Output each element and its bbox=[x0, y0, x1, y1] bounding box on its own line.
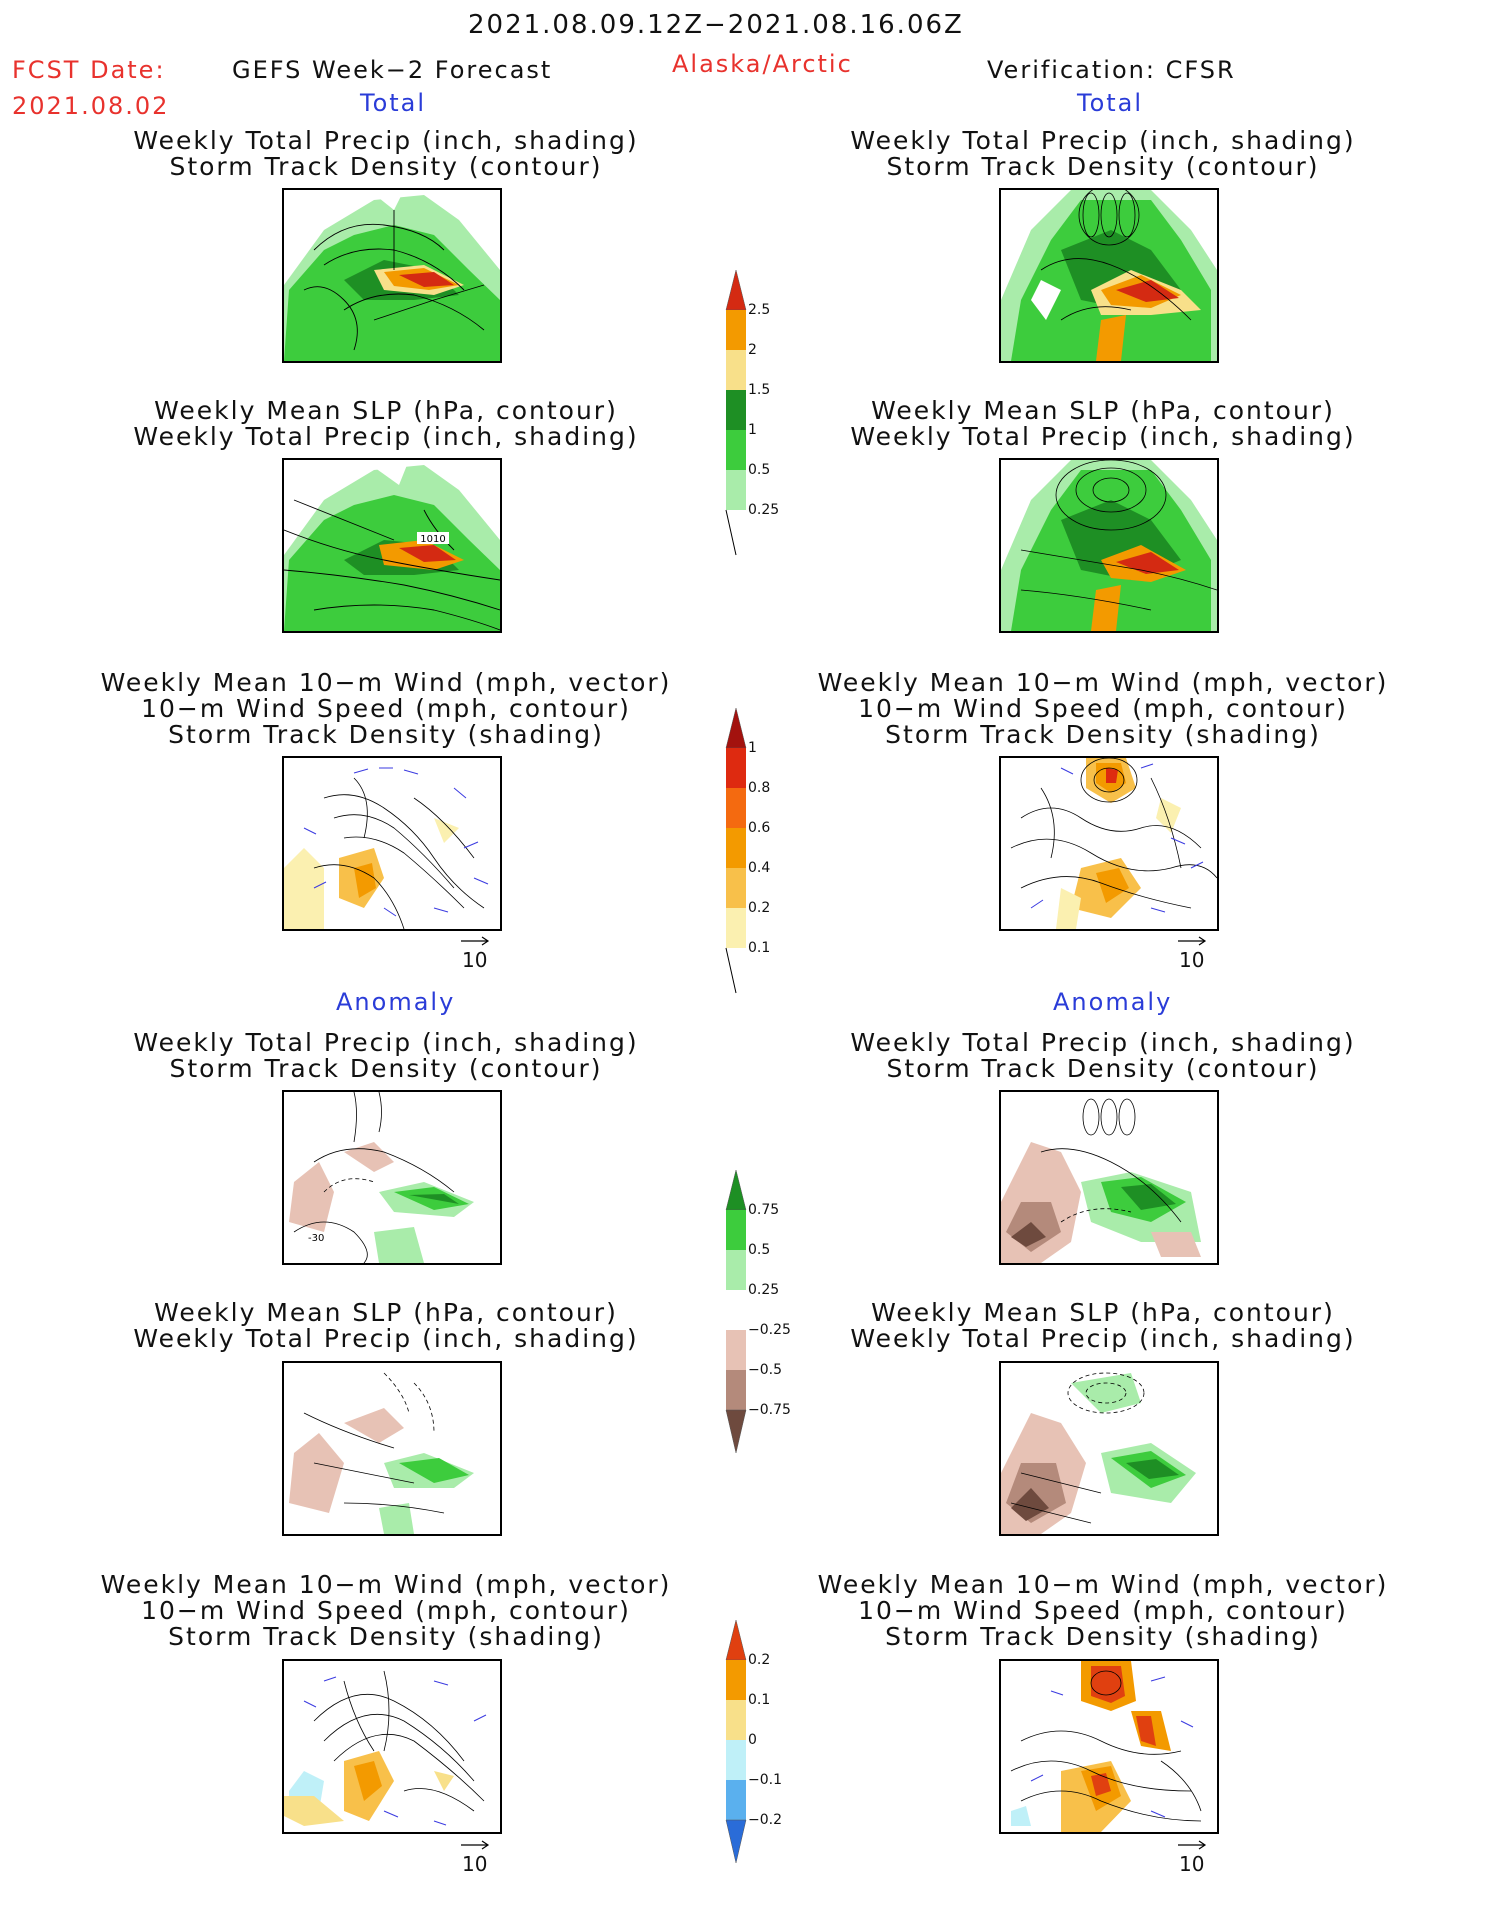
title-line: 10−m Wind Speed (mph, contour) bbox=[141, 1596, 631, 1625]
map-anomaly-wind-cfsr bbox=[999, 1659, 1219, 1834]
wind-reference-value: 10 bbox=[1179, 948, 1205, 972]
map-anomaly-slp-precip-cfsr bbox=[999, 1361, 1219, 1536]
title-line: Weekly Mean SLP (hPa, contour) bbox=[154, 396, 618, 425]
map-total-wind-cfsr bbox=[999, 756, 1219, 931]
fcst-date-value: 2021.08.02 bbox=[12, 92, 170, 120]
product-title: GEFS Week−2 Forecast bbox=[232, 56, 553, 84]
cbar-label: 0.75 bbox=[748, 1202, 780, 1218]
panel-title-l1: Weekly Total Precip (inch, shading) Stor… bbox=[66, 128, 706, 180]
title-line: Weekly Mean SLP (hPa, contour) bbox=[871, 1298, 1335, 1327]
title-line: Storm Track Density (contour) bbox=[886, 1054, 1320, 1083]
title-line: Storm Track Density (contour) bbox=[169, 152, 603, 181]
cbar-label: −0.1 bbox=[748, 1772, 782, 1788]
wind-reference-value: 10 bbox=[462, 1852, 488, 1876]
cbar-label: 0.8 bbox=[748, 780, 771, 796]
panel-title-r1: Weekly Total Precip (inch, shading) Stor… bbox=[783, 128, 1423, 180]
title-line: Weekly Mean 10−m Wind (mph, vector) bbox=[817, 1570, 1389, 1599]
cbar-label: 1 bbox=[748, 740, 757, 756]
cbar-label: −0.5 bbox=[748, 1362, 782, 1378]
cbar-label: 2.5 bbox=[748, 302, 771, 318]
reference-arrow-icon bbox=[461, 1840, 490, 1850]
title-line: Storm Track Density (shading) bbox=[885, 720, 1321, 749]
panel-title-l3: Weekly Mean 10−m Wind (mph, vector) 10−m… bbox=[66, 670, 706, 748]
reference-arrow-icon bbox=[1178, 1840, 1207, 1850]
title-line: Weekly Total Precip (inch, shading) bbox=[850, 126, 1356, 155]
verification-title: Verification: CFSR bbox=[987, 56, 1236, 84]
reference-arrow-icon bbox=[461, 936, 490, 946]
wind-reference-r: 10 bbox=[1178, 936, 1207, 972]
map-anomaly-slp-precip-gefs bbox=[282, 1361, 502, 1536]
title-line: Weekly Mean 10−m Wind (mph, vector) bbox=[100, 1570, 672, 1599]
fcst-date-label: FCST Date: bbox=[12, 56, 166, 84]
map-total-wind-gefs bbox=[282, 756, 502, 931]
title-line: Weekly Total Precip (inch, shading) bbox=[133, 1028, 639, 1057]
panel-title-l6: Weekly Mean 10−m Wind (mph, vector) 10−m… bbox=[66, 1572, 706, 1650]
panel-title-l4: Weekly Total Precip (inch, shading) Stor… bbox=[66, 1030, 706, 1082]
map-anomaly-precip-track-gefs: -30 bbox=[282, 1090, 502, 1265]
cbar-label: 0.25 bbox=[748, 502, 780, 518]
map-total-slp-precip-gefs: 1010 bbox=[282, 458, 502, 633]
cbar-label: 0.2 bbox=[748, 1652, 771, 1668]
cbar-label: 0.5 bbox=[748, 1242, 771, 1258]
reference-arrow-icon bbox=[1178, 936, 1207, 946]
section-anomaly-right: Anomaly bbox=[1053, 988, 1173, 1016]
cbar-label: 0.6 bbox=[748, 820, 771, 836]
section-anomaly-left: Anomaly bbox=[336, 988, 456, 1016]
title-line: Storm Track Density (contour) bbox=[886, 152, 1320, 181]
wind-reference-value: 10 bbox=[462, 948, 488, 972]
cbar-label: 0.4 bbox=[748, 860, 771, 876]
panel-title-r4: Weekly Total Precip (inch, shading) Stor… bbox=[783, 1030, 1423, 1082]
period-title: 2021.08.09.12Z−2021.08.16.06Z bbox=[468, 10, 964, 40]
title-line: Weekly Mean SLP (hPa, contour) bbox=[871, 396, 1335, 425]
cbar-label: 0.2 bbox=[748, 900, 771, 916]
contour-label: 1010 bbox=[420, 534, 445, 545]
title-line: Storm Track Density (shading) bbox=[885, 1622, 1321, 1651]
title-line: Weekly Total Precip (inch, shading) bbox=[850, 1324, 1356, 1353]
panel-title-r2: Weekly Mean SLP (hPa, contour) Weekly To… bbox=[783, 398, 1423, 450]
cbar-label: −0.25 bbox=[748, 1322, 791, 1338]
title-line: Weekly Total Precip (inch, shading) bbox=[850, 1028, 1356, 1057]
title-line: Weekly Mean 10−m Wind (mph, vector) bbox=[817, 668, 1389, 697]
cbar-label: 0.5 bbox=[748, 462, 771, 478]
title-line: Weekly Total Precip (inch, shading) bbox=[133, 1324, 639, 1353]
title-line: Weekly Total Precip (inch, shading) bbox=[133, 126, 639, 155]
contour-label: -30 bbox=[308, 1233, 324, 1244]
map-total-precip-track-cfsr bbox=[999, 188, 1219, 363]
title-line: Storm Track Density (contour) bbox=[169, 1054, 603, 1083]
cbar-label: 0.1 bbox=[748, 940, 771, 956]
section-total-left: Total bbox=[360, 89, 427, 117]
section-total-right: Total bbox=[1077, 89, 1144, 117]
panel-title-r6: Weekly Mean 10−m Wind (mph, vector) 10−m… bbox=[783, 1572, 1423, 1650]
wind-reference-value: 10 bbox=[1179, 1852, 1205, 1876]
map-total-precip-track-gefs bbox=[282, 188, 502, 363]
map-anomaly-wind-gefs bbox=[282, 1659, 502, 1834]
title-line: Weekly Total Precip (inch, shading) bbox=[850, 422, 1356, 451]
region-title: Alaska/Arctic bbox=[672, 50, 853, 78]
cbar-label: −0.2 bbox=[748, 1812, 782, 1828]
title-line: 10−m Wind Speed (mph, contour) bbox=[858, 694, 1348, 723]
wind-reference-l: 10 bbox=[461, 936, 490, 972]
cbar-label: −0.75 bbox=[748, 1402, 791, 1418]
cbar-label: 1.5 bbox=[748, 382, 771, 398]
map-total-slp-precip-cfsr bbox=[999, 458, 1219, 633]
panel-title-r3: Weekly Mean 10−m Wind (mph, vector) 10−m… bbox=[783, 670, 1423, 748]
title-line: Weekly Mean SLP (hPa, contour) bbox=[154, 1298, 618, 1327]
wind-reference-r-anom: 10 bbox=[1178, 1840, 1207, 1876]
title-line: 10−m Wind Speed (mph, contour) bbox=[141, 694, 631, 723]
title-line: Weekly Mean 10−m Wind (mph, vector) bbox=[100, 668, 672, 697]
title-line: Weekly Total Precip (inch, shading) bbox=[133, 422, 639, 451]
cbar-label: 1 bbox=[748, 422, 757, 438]
panel-title-l5: Weekly Mean SLP (hPa, contour) Weekly To… bbox=[66, 1300, 706, 1352]
map-anomaly-precip-track-cfsr bbox=[999, 1090, 1219, 1265]
cbar-label: 2 bbox=[748, 342, 757, 358]
panel-title-l2: Weekly Mean SLP (hPa, contour) Weekly To… bbox=[66, 398, 706, 450]
cbar-label: 0.25 bbox=[748, 1282, 780, 1298]
panel-title-r5: Weekly Mean SLP (hPa, contour) Weekly To… bbox=[783, 1300, 1423, 1352]
title-line: Storm Track Density (shading) bbox=[168, 1622, 604, 1651]
title-line: Storm Track Density (shading) bbox=[168, 720, 604, 749]
cbar-label: 0 bbox=[748, 1732, 757, 1748]
title-line: 10−m Wind Speed (mph, contour) bbox=[858, 1596, 1348, 1625]
wind-reference-l-anom: 10 bbox=[461, 1840, 490, 1876]
cbar-label: 0.1 bbox=[748, 1692, 771, 1708]
